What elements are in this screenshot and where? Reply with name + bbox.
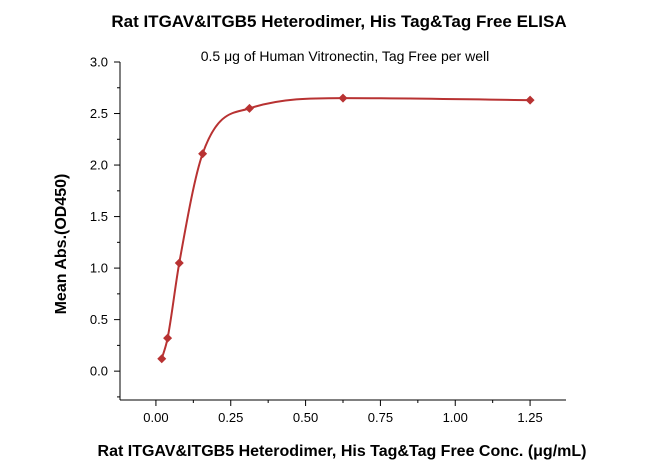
- data-point-diamond: [244, 103, 254, 113]
- y-tick-label: 0.0: [90, 364, 108, 379]
- fit-curve: [160, 97, 531, 360]
- y-tick-label: 2.5: [90, 106, 108, 121]
- x-axis-ticks: 0.00 0.25 0.50 0.75 1.00 1.25: [143, 400, 543, 425]
- y-tick-label: 1.5: [90, 209, 108, 224]
- x-tick-label: 0.00: [143, 410, 168, 425]
- data-point-diamond: [198, 149, 208, 159]
- x-tick-label: 0.25: [218, 410, 243, 425]
- y-tick-label: 1.0: [90, 261, 108, 276]
- x-tick-label: 0.75: [368, 410, 393, 425]
- y-tick-label: 3.0: [90, 55, 108, 70]
- y-tick-label: 0.5: [90, 312, 108, 327]
- x-tick-label: 0.50: [293, 410, 318, 425]
- y-tick-label: 2.0: [90, 158, 108, 173]
- data-points: [157, 93, 535, 364]
- data-point-diamond: [163, 333, 173, 343]
- y-axis-ticks: 0.0 0.5 1.0 1.5 2.0 2.5 3.0: [90, 55, 120, 398]
- data-point-diamond: [525, 95, 535, 105]
- chart-subtitle: 0.5 μg of Human Vitronectin, Tag Free pe…: [201, 48, 489, 64]
- axes: [119, 62, 566, 401]
- data-point-diamond: [338, 93, 348, 103]
- y-axis-label: Mean Abs.(OD450): [53, 174, 70, 315]
- x-tick-label: 1.00: [443, 410, 468, 425]
- data-point-diamond: [174, 258, 184, 268]
- data-point-diamond: [157, 354, 167, 364]
- chart-title: Rat ITGAV&ITGB5 Heterodimer, His Tag&Tag…: [111, 12, 566, 31]
- x-axis-label: Rat ITGAV&ITGB5 Heterodimer, His Tag&Tag…: [98, 443, 587, 460]
- x-tick-label: 1.25: [517, 410, 542, 425]
